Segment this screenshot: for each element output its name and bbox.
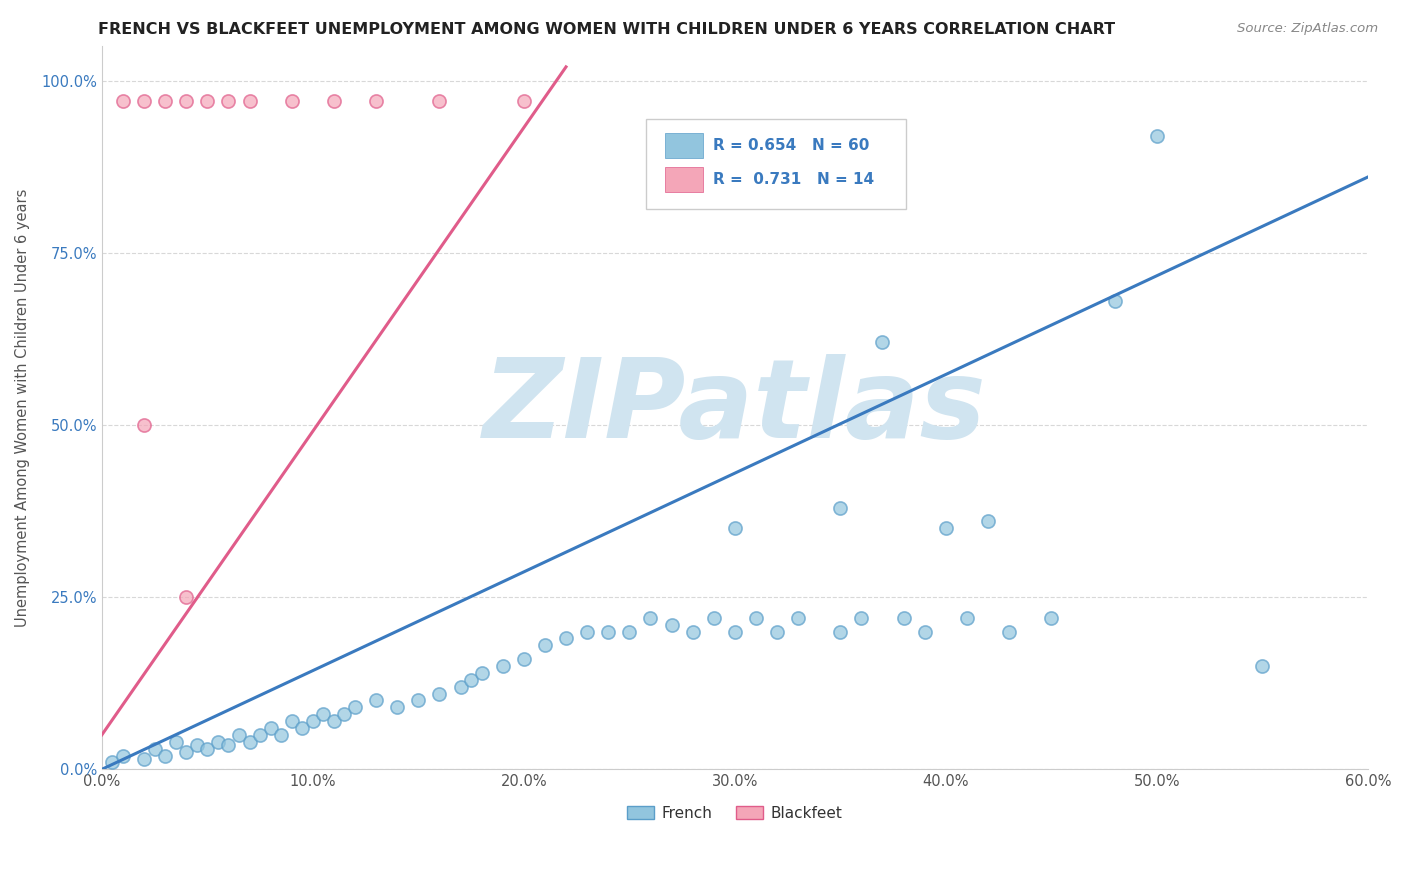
Point — [450, 680, 472, 694]
Point — [492, 659, 515, 673]
Point — [619, 624, 641, 639]
Point — [766, 624, 789, 639]
Point — [228, 728, 250, 742]
Point — [682, 624, 704, 639]
Point — [513, 95, 536, 109]
Point — [745, 611, 768, 625]
Point — [872, 335, 894, 350]
Point — [956, 611, 979, 625]
Point — [1040, 611, 1063, 625]
Point — [977, 515, 1000, 529]
Point — [132, 752, 155, 766]
Point — [217, 95, 239, 109]
Point — [344, 700, 367, 714]
Point — [291, 721, 314, 735]
Point — [280, 95, 302, 109]
Point — [174, 95, 197, 109]
Point — [661, 617, 683, 632]
Point — [165, 735, 187, 749]
Point — [1146, 128, 1168, 143]
Text: R = 0.654   N = 60: R = 0.654 N = 60 — [713, 137, 870, 153]
Point — [830, 624, 852, 639]
Point — [207, 735, 229, 749]
Point — [153, 95, 176, 109]
Point — [724, 624, 747, 639]
Point — [366, 693, 388, 707]
Point — [323, 95, 346, 109]
Point — [387, 700, 409, 714]
Point — [1251, 659, 1274, 673]
Point — [270, 728, 292, 742]
Point — [186, 738, 208, 752]
Text: R =  0.731   N = 14: R = 0.731 N = 14 — [713, 172, 875, 186]
Point — [259, 721, 281, 735]
Point — [830, 500, 852, 515]
Point — [195, 95, 218, 109]
Text: ZIPatlas: ZIPatlas — [482, 354, 987, 461]
Point — [153, 748, 176, 763]
FancyBboxPatch shape — [647, 119, 905, 209]
Point — [429, 687, 451, 701]
Point — [143, 741, 166, 756]
Point — [101, 756, 124, 770]
Point — [301, 714, 323, 728]
Point — [703, 611, 725, 625]
Point — [195, 741, 218, 756]
Text: Source: ZipAtlas.com: Source: ZipAtlas.com — [1237, 22, 1378, 36]
Point — [851, 611, 873, 625]
Point — [111, 748, 134, 763]
Point — [724, 521, 747, 535]
Point — [238, 735, 260, 749]
Point — [280, 714, 302, 728]
Point — [640, 611, 662, 625]
Y-axis label: Unemployment Among Women with Children Under 6 years: Unemployment Among Women with Children U… — [15, 188, 30, 627]
Point — [249, 728, 271, 742]
Point — [893, 611, 915, 625]
Point — [366, 95, 388, 109]
Point — [132, 95, 155, 109]
Point — [534, 638, 557, 652]
Point — [460, 673, 482, 687]
Point — [576, 624, 599, 639]
Point — [598, 624, 620, 639]
Point — [174, 590, 197, 604]
Point — [132, 417, 155, 432]
Point — [312, 707, 335, 722]
Point — [333, 707, 356, 722]
Point — [513, 652, 536, 666]
Point — [429, 95, 451, 109]
Point — [998, 624, 1021, 639]
Point — [323, 714, 346, 728]
Text: FRENCH VS BLACKFEET UNEMPLOYMENT AMONG WOMEN WITH CHILDREN UNDER 6 YEARS CORRELA: FRENCH VS BLACKFEET UNEMPLOYMENT AMONG W… — [98, 22, 1115, 37]
Point — [408, 693, 430, 707]
Point — [174, 745, 197, 759]
Legend: French, Blackfeet: French, Blackfeet — [620, 799, 849, 827]
Point — [471, 665, 494, 680]
FancyBboxPatch shape — [665, 167, 703, 193]
Point — [238, 95, 260, 109]
Point — [1104, 293, 1126, 308]
FancyBboxPatch shape — [665, 133, 703, 158]
Point — [555, 632, 578, 646]
Point — [217, 738, 239, 752]
Point — [787, 611, 810, 625]
Point — [914, 624, 936, 639]
Point — [935, 521, 957, 535]
Point — [111, 95, 134, 109]
